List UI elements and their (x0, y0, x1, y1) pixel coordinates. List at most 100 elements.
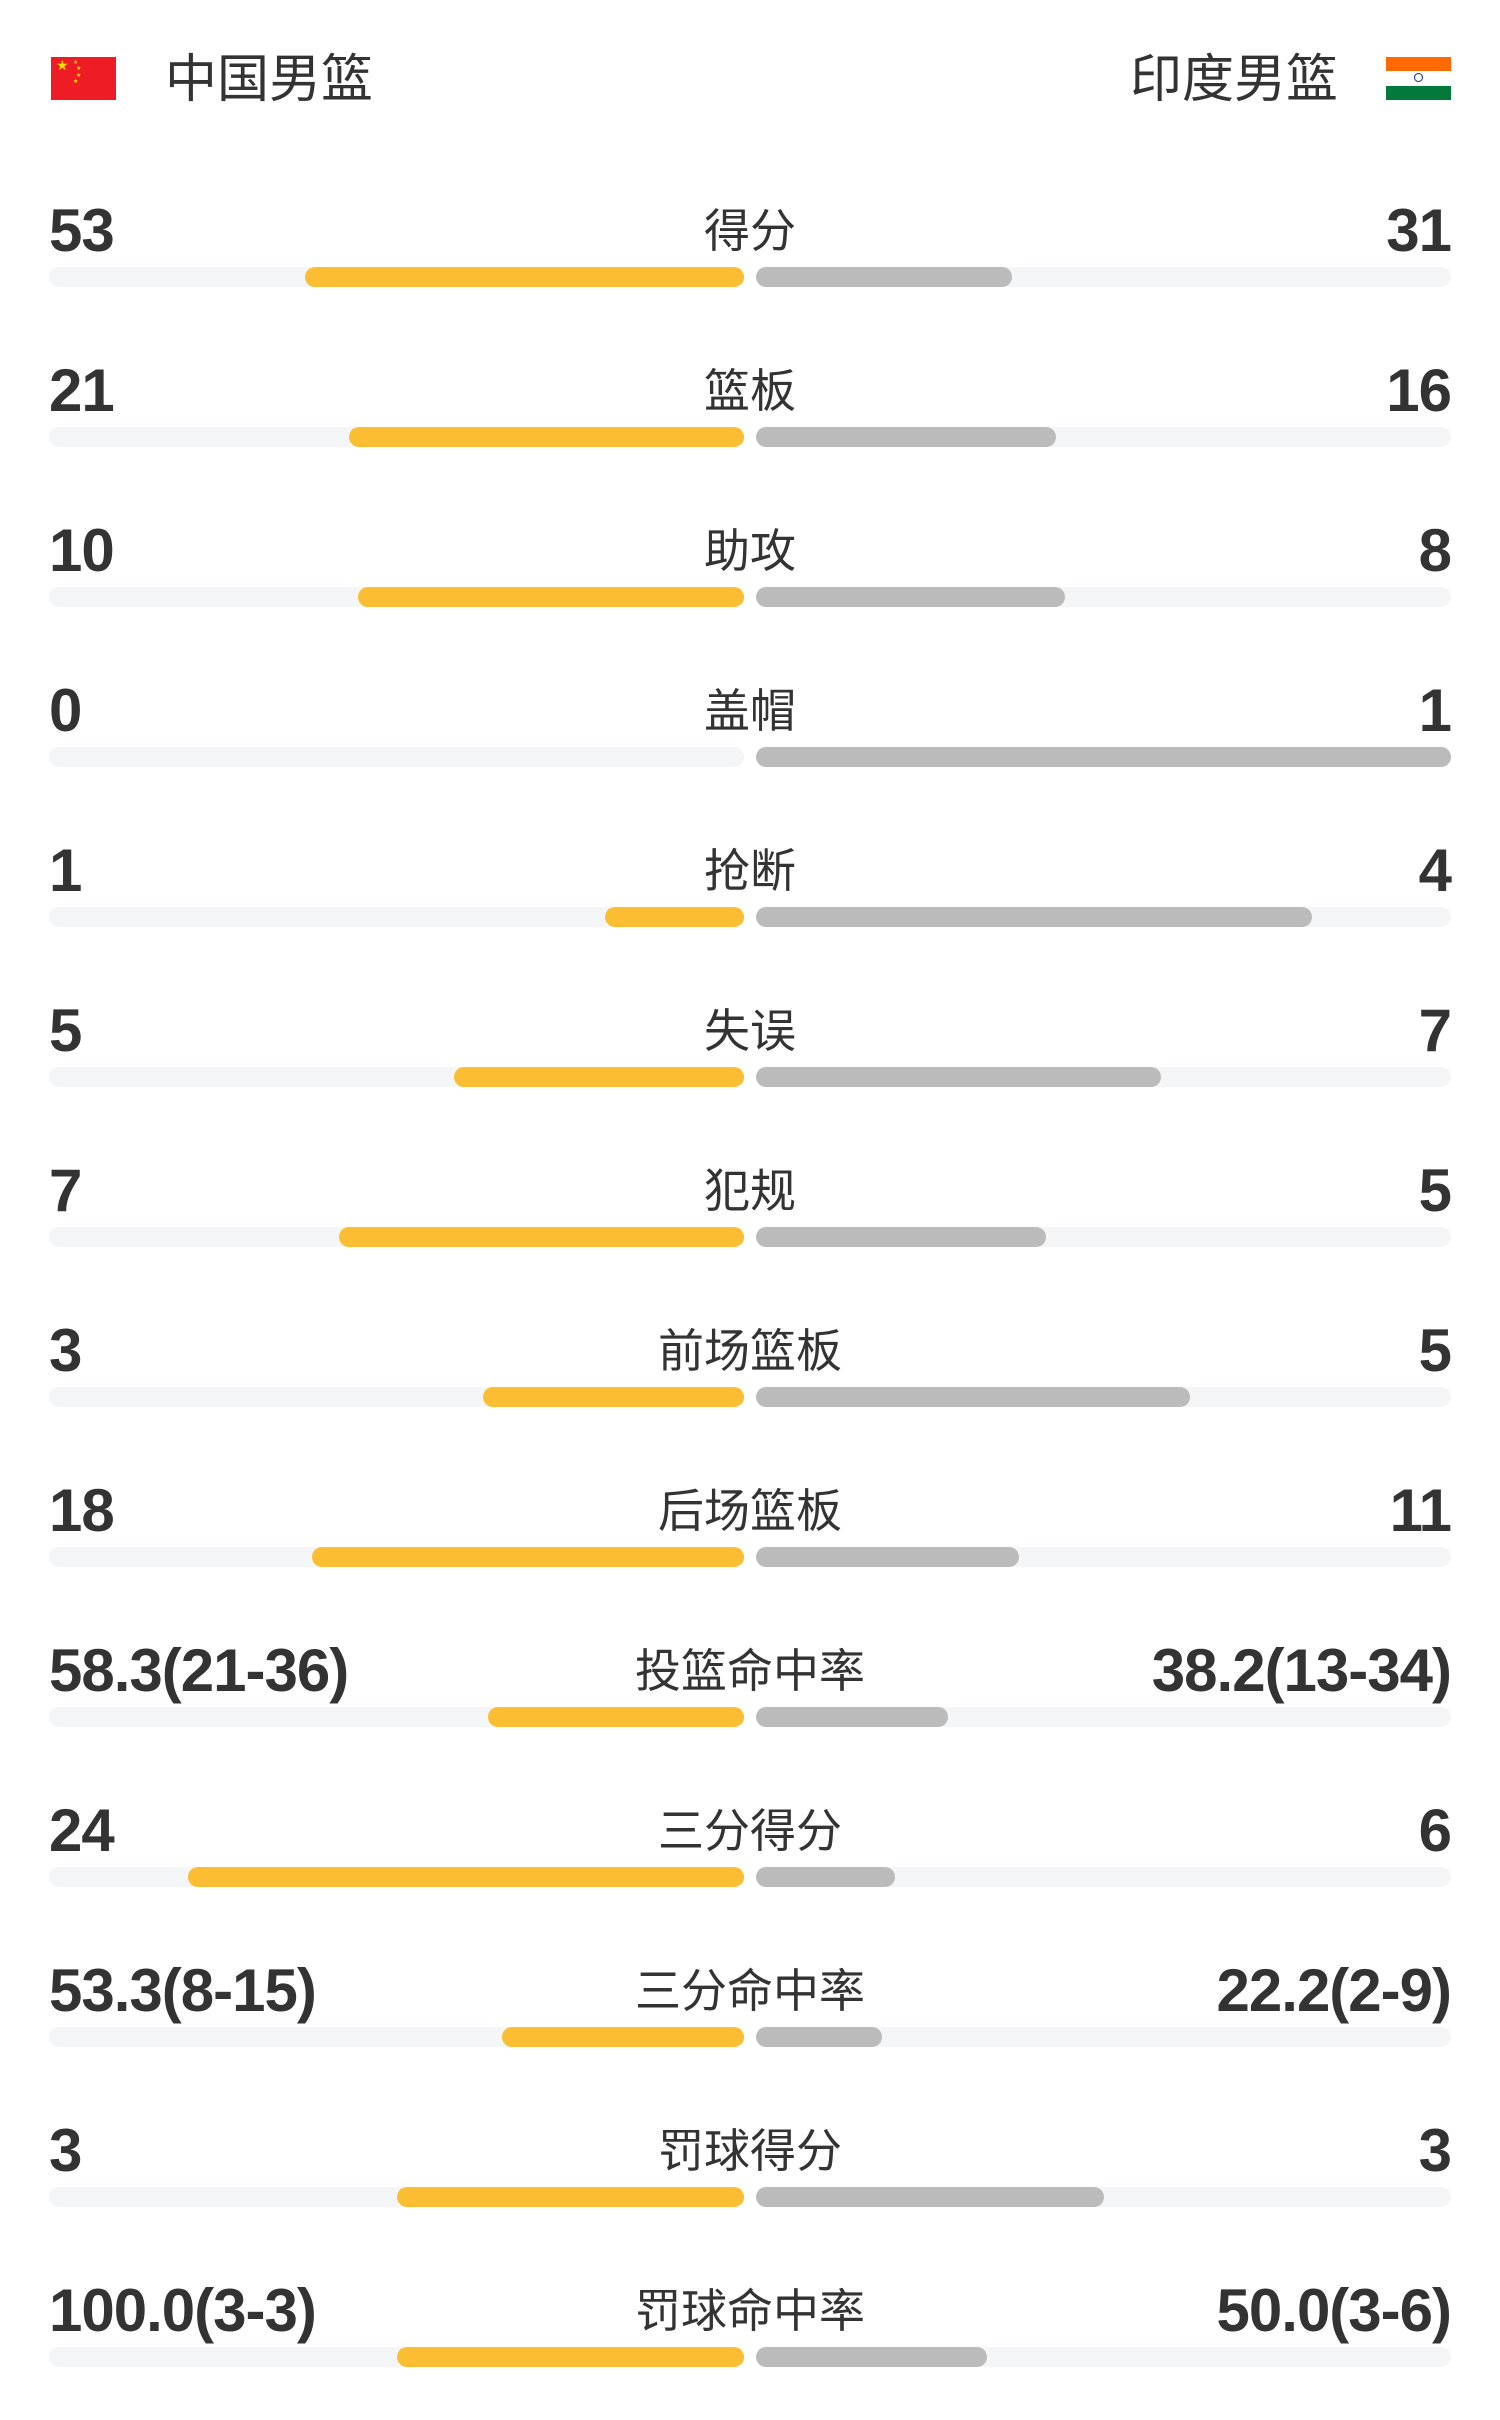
stat-row: 100.0(3-3) 罚球命中率 50.0(3-6) (0, 2260, 1500, 2420)
away-value: 11 (1389, 1477, 1452, 1544)
home-value: 100.0(3-3) (49, 2277, 317, 2344)
stat-row: 24 三分得分 6 (0, 1780, 1500, 1940)
home-bar-fill (312, 1547, 744, 1567)
away-bar-fill (756, 1707, 948, 1727)
home-bar-fill (338, 1227, 744, 1247)
away-value: 22.2(2-9) (1216, 1957, 1452, 2024)
stat-row: 21 篮板 16 (0, 340, 1500, 500)
away-value: 38.2(13-34) (1151, 1637, 1452, 1704)
stat-label: 篮板 (704, 364, 796, 418)
home-bar-fill (357, 587, 744, 607)
home-bar-track (49, 587, 744, 607)
stat-label: 三分得分 (658, 1804, 842, 1858)
home-bar-track (49, 2027, 744, 2047)
home-bar-track (49, 1547, 744, 1567)
home-bar-fill (349, 427, 744, 447)
home-value: 18 (49, 1477, 115, 1544)
away-bar-track (756, 1547, 1451, 1567)
away-bar-fill (756, 267, 1013, 287)
away-value: 4 (1418, 837, 1452, 904)
home-value: 53 (49, 197, 115, 264)
away-bar-track (756, 1227, 1451, 1247)
away-bar-track (756, 427, 1451, 447)
home-bar-fill (483, 1387, 744, 1407)
home-bar-fill (305, 267, 744, 287)
away-bar-track (756, 2027, 1451, 2047)
stat-row: 18 后场篮板 11 (0, 1460, 1500, 1620)
stat-label: 失误 (704, 1004, 796, 1058)
home-value: 21 (49, 357, 115, 424)
away-bar-track (756, 1067, 1451, 1087)
away-bar-track (756, 747, 1451, 767)
home-bar-fill (488, 1707, 744, 1727)
home-bar-track (49, 2347, 744, 2367)
away-bar-fill (756, 1547, 1020, 1567)
away-bar-fill (756, 587, 1065, 607)
away-team-name: 印度男篮 (1129, 50, 1338, 110)
away-bar-fill (756, 2187, 1104, 2207)
stat-label: 罚球命中率 (635, 2284, 865, 2338)
home-bar-fill (605, 907, 744, 927)
match-header: ★ ★ ★ ★ ★ 中国男篮 印度男篮 (0, 0, 1500, 160)
away-bar-fill (756, 747, 1451, 767)
china-flag-icon: ★ ★ ★ ★ ★ (51, 57, 116, 100)
stat-label: 犯规 (704, 1164, 796, 1218)
home-bar-track (49, 1867, 744, 1887)
stat-label: 前场篮板 (658, 1324, 842, 1378)
away-bar-fill (756, 1387, 1191, 1407)
away-value: 5 (1418, 1317, 1452, 1384)
away-value: 5 (1418, 1157, 1452, 1224)
india-flag-icon (1386, 57, 1451, 100)
stat-label: 罚球得分 (658, 2124, 842, 2178)
stat-label: 得分 (704, 204, 796, 258)
away-bar-fill (756, 1867, 895, 1887)
home-bar-track (49, 2187, 744, 2207)
home-bar-fill (502, 2027, 744, 2047)
stat-label: 抢断 (704, 844, 796, 898)
home-bar-fill (396, 2187, 744, 2207)
stat-row: 1 抢断 4 (0, 820, 1500, 980)
away-value: 31 (1386, 197, 1452, 264)
stat-row: 3 前场篮板 5 (0, 1300, 1500, 1460)
home-bar-track (49, 427, 744, 447)
away-value: 8 (1418, 517, 1452, 584)
home-value: 58.3(21-36) (49, 1637, 349, 1704)
stat-label: 盖帽 (704, 684, 796, 738)
home-value: 10 (49, 517, 115, 584)
stat-row: 53.3(8-15) 三分命中率 22.2(2-9) (0, 1940, 1500, 2100)
away-bar-fill (756, 907, 1312, 927)
home-value: 7 (49, 1157, 82, 1224)
away-value: 50.0(3-6) (1216, 2277, 1452, 2344)
home-bar-fill (454, 1067, 744, 1087)
away-value: 7 (1418, 997, 1452, 1064)
stat-row: 3 罚球得分 3 (0, 2100, 1500, 2260)
away-bar-track (756, 1867, 1451, 1887)
away-bar-track (756, 1707, 1451, 1727)
home-value: 3 (49, 2117, 82, 2184)
away-value: 1 (1418, 677, 1452, 744)
stat-row: 58.3(21-36) 投篮命中率 38.2(13-34) (0, 1620, 1500, 1780)
stat-label: 投篮命中率 (635, 1644, 865, 1698)
home-value: 53.3(8-15) (49, 1957, 317, 2024)
home-bar-track (49, 1387, 744, 1407)
away-bar-track (756, 267, 1451, 287)
home-value: 5 (49, 997, 82, 1064)
stat-label: 后场篮板 (658, 1484, 842, 1538)
home-bar-fill (396, 2347, 744, 2367)
away-bar-fill (756, 1067, 1162, 1087)
away-value: 16 (1386, 357, 1452, 424)
home-team-name: 中国男篮 (165, 50, 374, 110)
home-value: 0 (49, 677, 82, 744)
away-bar-track (756, 1387, 1451, 1407)
stat-row: 53 得分 31 (0, 180, 1500, 340)
home-bar-track (49, 1067, 744, 1087)
stat-row: 0 盖帽 1 (0, 660, 1500, 820)
stat-label: 三分命中率 (635, 1964, 865, 2018)
home-bar-track (49, 1707, 744, 1727)
away-bar-track (756, 587, 1451, 607)
home-bar-track (49, 267, 744, 287)
home-value: 3 (49, 1317, 82, 1384)
away-value: 6 (1418, 1797, 1452, 1864)
stat-row: 5 失误 7 (0, 980, 1500, 1140)
away-bar-fill (756, 1227, 1046, 1247)
